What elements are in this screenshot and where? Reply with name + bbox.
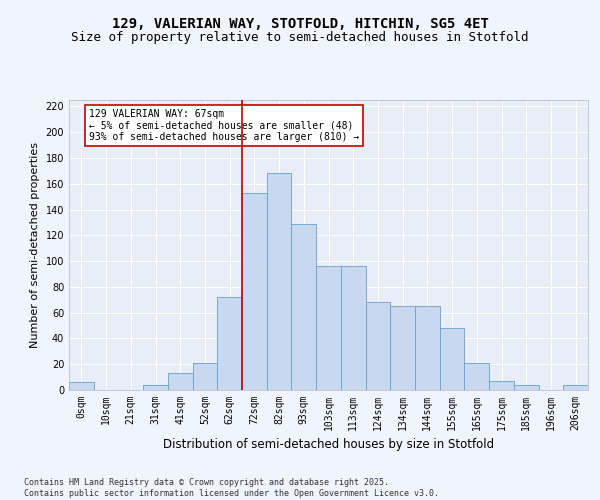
- Bar: [292, 224, 316, 390]
- Text: Contains HM Land Registry data © Crown copyright and database right 2025.
Contai: Contains HM Land Registry data © Crown c…: [24, 478, 439, 498]
- Bar: [69, 382, 94, 390]
- Bar: [193, 363, 217, 390]
- Bar: [390, 306, 415, 390]
- Text: 129 VALERIAN WAY: 67sqm
← 5% of semi-detached houses are smaller (48)
93% of sem: 129 VALERIAN WAY: 67sqm ← 5% of semi-det…: [89, 109, 359, 142]
- Bar: [365, 302, 390, 390]
- Y-axis label: Number of semi-detached properties: Number of semi-detached properties: [30, 142, 40, 348]
- Bar: [143, 385, 168, 390]
- Bar: [242, 193, 267, 390]
- Bar: [217, 297, 242, 390]
- Bar: [563, 385, 588, 390]
- Bar: [316, 266, 341, 390]
- Bar: [267, 174, 292, 390]
- Bar: [341, 266, 365, 390]
- Bar: [440, 328, 464, 390]
- Bar: [489, 381, 514, 390]
- Bar: [415, 306, 440, 390]
- Bar: [168, 373, 193, 390]
- X-axis label: Distribution of semi-detached houses by size in Stotfold: Distribution of semi-detached houses by …: [163, 438, 494, 452]
- Text: Size of property relative to semi-detached houses in Stotfold: Size of property relative to semi-detach…: [71, 31, 529, 44]
- Text: 129, VALERIAN WAY, STOTFOLD, HITCHIN, SG5 4ET: 129, VALERIAN WAY, STOTFOLD, HITCHIN, SG…: [112, 18, 488, 32]
- Bar: [464, 363, 489, 390]
- Bar: [514, 385, 539, 390]
